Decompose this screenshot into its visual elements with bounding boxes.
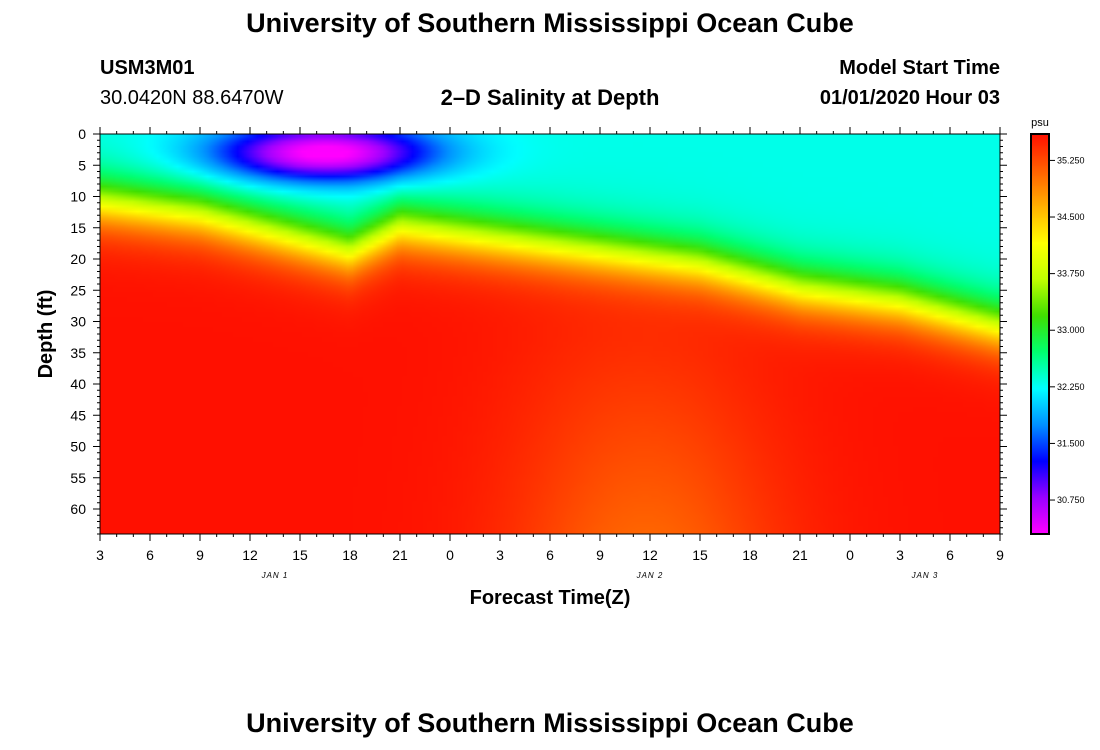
x-axis: 3 6 9 12 15 18 21 0 3 6 9 12 15 18 21 0 3 6 9 (96, 127, 1004, 563)
x-tick-label: 3 (96, 547, 104, 563)
colorbar-tick-label: 33.750 (1057, 269, 1085, 279)
x-tick-label: 6 (146, 547, 154, 563)
y-tick-label: 10 (70, 189, 86, 205)
x-tick-label: 6 (946, 547, 954, 563)
colorbar-tick-label: 33.000 (1057, 325, 1085, 335)
x-tick-label: 15 (692, 547, 708, 563)
x-tick-label: 9 (996, 547, 1004, 563)
date-label: JAN 1 (261, 571, 289, 580)
date-label: JAN 2 (636, 571, 664, 580)
y-tick-label: 30 (70, 314, 86, 330)
x-tick-label: 21 (792, 547, 808, 563)
colorbar-tick-label: 30.750 (1057, 495, 1085, 505)
x-axis-label: Forecast Time(Z) (470, 587, 631, 609)
x-tick-label: 18 (342, 547, 358, 563)
colorbar-tick-label: 35.250 (1057, 155, 1085, 165)
x-tick-label: 9 (196, 547, 204, 563)
x-tick-label: 9 (596, 547, 604, 563)
x-tick-label: 0 (846, 547, 854, 563)
colorbar-tick-label: 32.250 (1057, 382, 1085, 392)
date-labels: JAN 1 JAN 2 JAN 3 (261, 571, 939, 580)
plot-title: 2–D Salinity at Depth (440, 85, 660, 110)
model-start-label: Model Start Time (839, 57, 1000, 79)
station-coordinates: 30.0420N 88.6470W (100, 87, 284, 109)
salinity-heatmap (100, 134, 1000, 534)
x-tick-label: 12 (242, 547, 258, 563)
y-tick-label: 0 (78, 126, 86, 142)
salinity-chart: 3 6 9 12 15 18 21 0 3 6 9 12 15 18 21 0 3 6 9 0 5 10 15 20 25 30… (35, 117, 1085, 609)
y-tick-label: 45 (70, 407, 86, 423)
y-axis-label: Depth (ft) (35, 290, 57, 379)
colorbar-ticks: 35.250 34.500 33.750 33.000 32.250 31.500 30.7… (1049, 155, 1085, 505)
y-tick-label: 55 (70, 470, 86, 486)
y-axis: 0 5 10 15 20 25 30 35 40 45 50 55 60 (70, 126, 1007, 535)
page-title: University of Southern Mississippi Ocean… (246, 8, 854, 38)
y-tick-label: 35 (70, 345, 86, 361)
x-tick-label: 21 (392, 547, 408, 563)
y-tick-label: 25 (70, 282, 86, 298)
x-tick-label: 12 (642, 547, 658, 563)
x-tick-label: 0 (446, 547, 454, 563)
colorbar-frame (1030, 133, 1050, 535)
date-label: JAN 3 (911, 571, 939, 580)
y-tick-label: 50 (70, 439, 86, 455)
station-id: USM3M01 (100, 57, 195, 79)
colorbar-tick-label: 34.500 (1057, 212, 1085, 222)
model-start-value: 01/01/2020 Hour 03 (819, 87, 1000, 109)
x-tick-label: 18 (742, 547, 758, 563)
x-tick-label: 15 (292, 547, 308, 563)
x-tick-label: 6 (546, 547, 554, 563)
colorbar-gradient (1031, 134, 1049, 534)
y-tick-label: 15 (70, 220, 86, 236)
y-tick-label: 20 (70, 251, 86, 267)
y-tick-label: 60 (70, 501, 86, 517)
colorbar-tick-label: 31.500 (1057, 438, 1085, 448)
y-tick-label: 5 (78, 157, 86, 173)
colorbar-unit: psu (1031, 117, 1049, 129)
footer-title: University of Southern Mississippi Ocean… (246, 708, 854, 738)
y-tick-label: 40 (70, 376, 86, 392)
x-tick-label: 3 (896, 547, 904, 563)
x-tick-label: 3 (496, 547, 504, 563)
